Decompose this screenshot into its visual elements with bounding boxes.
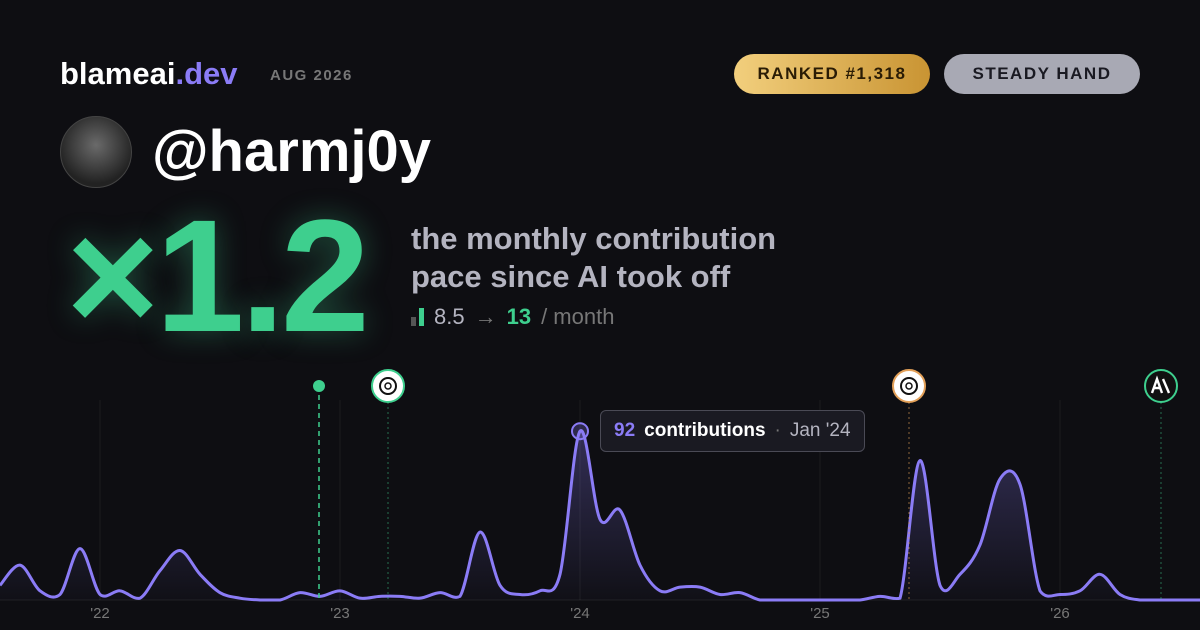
pace: 8.5 → 13 / month <box>411 304 614 330</box>
peak-marker <box>571 422 589 441</box>
openai-icon <box>371 369 405 403</box>
handle: @harmj0y <box>152 119 432 184</box>
x-tick-label: '25 <box>810 605 830 622</box>
tooltip: 92 contributions · Jan '24 <box>600 410 865 452</box>
area <box>0 430 1200 600</box>
description-line: pace since AI took off <box>411 259 731 294</box>
line <box>0 429 1200 602</box>
description-line: the monthly contribution <box>411 221 777 256</box>
x-tick-label: '26 <box>1050 605 1070 622</box>
x-tick-label: '24 <box>570 605 590 622</box>
x-tick-label: '22 <box>90 605 110 622</box>
pace-before: 8.5 <box>434 304 465 329</box>
pace-after: 13 <box>506 304 532 329</box>
tooltip-label: contributions <box>644 420 766 441</box>
event-dot <box>313 380 325 392</box>
brand: blameai.dev <box>60 56 237 92</box>
avatar <box>60 116 132 188</box>
pace-icon <box>411 308 424 326</box>
x-tick-label: '23 <box>330 605 350 622</box>
pace-unit: / month <box>541 304 615 329</box>
plot: '22 '23 '24 '25 '26 <box>0 400 1200 622</box>
tooltip-separator: · <box>774 420 781 441</box>
brand-name: blameai <box>60 56 176 91</box>
period: AUG 2026 <box>270 67 353 84</box>
tooltip-value: 92 <box>614 420 636 441</box>
brand-tld: .dev <box>175 56 238 91</box>
openai-icon <box>892 369 926 403</box>
description: the monthly contribution pace since AI to… <box>411 220 776 296</box>
rank-badge: RANKED #1,318 <box>734 54 930 94</box>
tooltip-date: Jan '24 <box>789 420 851 441</box>
pace-arrow: → <box>474 304 497 329</box>
multiplier: ×1.2 <box>66 186 370 365</box>
anthropic-icon <box>1144 369 1178 403</box>
status-badge: STEADY HAND <box>944 54 1140 94</box>
